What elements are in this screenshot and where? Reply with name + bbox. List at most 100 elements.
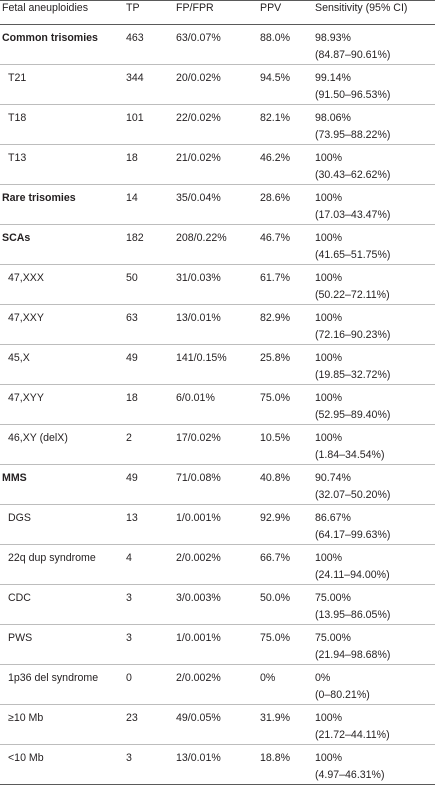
sensitivity-value: 99.14% xyxy=(315,72,351,84)
cell-tp: 18 xyxy=(126,144,176,185)
cell-ppv: 18.8% xyxy=(260,744,315,785)
table-row: 22q dup syndrome 4 2/0.002% 66.7% 100% (24.11… xyxy=(0,544,435,585)
table-row: 46,XY (delX) 2 17/0.02% 10.5% 100% (1.84–34.5… xyxy=(0,424,435,465)
row-label: 46,XY (delX) xyxy=(0,424,126,465)
sensitivity-value: 75.00% xyxy=(315,592,351,604)
table-row: 47,XYY 18 6/0.01% 75.0% 100% (52.95–89.40%) xyxy=(0,384,435,425)
table-row: CDC 3 3/0.003% 50.0% 75.00% (13.95–86.05%) xyxy=(0,584,435,625)
cell-ppv: 94.5% xyxy=(260,64,315,105)
cell-sensitivity: 100% (4.97–46.31%) xyxy=(315,744,435,785)
sensitivity-ci: (91.50–96.53%) xyxy=(315,89,391,101)
sensitivity-value: 98.06% xyxy=(315,112,351,124)
row-label: CDC xyxy=(0,584,126,625)
cell-sensitivity: 100% (17.03–43.47%) xyxy=(315,184,435,225)
sensitivity-value: 100% xyxy=(315,552,343,564)
sensitivity-ci: (32.07–50.20%) xyxy=(315,489,391,501)
row-label: DGS xyxy=(0,504,126,545)
cell-ppv: 66.7% xyxy=(260,544,315,585)
sensitivity-ci: (19.85–32.72%) xyxy=(315,369,391,381)
cell-fp-fpr: 13/0.01% xyxy=(176,304,260,345)
cell-tp: 49 xyxy=(126,344,176,385)
sensitivity-value: 100% xyxy=(315,352,343,364)
sensitivity-ci: (73.95–88.22%) xyxy=(315,129,391,141)
cell-fp-fpr: 208/0.22% xyxy=(176,224,260,265)
cell-fp-fpr: 1/0.001% xyxy=(176,504,260,545)
table-row: T13 18 21/0.02% 46.2% 100% (30.43–62.62%) xyxy=(0,144,435,185)
cell-fp-fpr: 31/0.03% xyxy=(176,264,260,305)
row-label: ≥10 Mb xyxy=(0,704,126,745)
row-label: 47,XXY xyxy=(0,304,126,345)
cell-sensitivity: 86.67% (64.17–99.63%) xyxy=(315,504,435,545)
sensitivity-value: 100% xyxy=(315,192,343,204)
cell-tp: 101 xyxy=(126,104,176,145)
cell-sensitivity: 75.00% (13.95–86.05%) xyxy=(315,584,435,625)
sensitivity-ci: (0–80.21%) xyxy=(315,689,370,701)
cell-sensitivity: 98.06% (73.95–88.22%) xyxy=(315,104,435,145)
table-row: T21 344 20/0.02% 94.5% 99.14% (91.50–96.53%) xyxy=(0,64,435,105)
cell-sensitivity: 99.14% (91.50–96.53%) xyxy=(315,64,435,105)
cell-sensitivity: 75.00% (21.94–98.68%) xyxy=(315,624,435,665)
row-label: <10 Mb xyxy=(0,744,126,785)
cell-sensitivity: 90.74% (32.07–50.20%) xyxy=(315,464,435,505)
row-label: 22q dup syndrome xyxy=(0,544,126,585)
header-sensitivity: Sensitivity (95% CI) xyxy=(315,0,435,25)
header-tp: TP xyxy=(126,0,176,25)
sensitivity-value: 100% xyxy=(315,752,343,764)
cell-fp-fpr: 49/0.05% xyxy=(176,704,260,745)
cell-ppv: 0% xyxy=(260,664,315,705)
cell-sensitivity: 100% (30.43–62.62%) xyxy=(315,144,435,185)
table-row: 47,XXY 63 13/0.01% 82.9% 100% (72.16–90.23%) xyxy=(0,304,435,345)
cell-ppv: 82.1% xyxy=(260,104,315,145)
cell-fp-fpr: 20/0.02% xyxy=(176,64,260,105)
cell-fp-fpr: 3/0.003% xyxy=(176,584,260,625)
cell-sensitivity: 98.93% (84.87–90.61%) xyxy=(315,24,435,65)
cell-ppv: 40.8% xyxy=(260,464,315,505)
cell-ppv: 25.8% xyxy=(260,344,315,385)
sensitivity-ci: (84.87–90.61%) xyxy=(315,49,391,61)
cell-sensitivity: 100% (52.95–89.40%) xyxy=(315,384,435,425)
sensitivity-ci: (21.94–98.68%) xyxy=(315,649,391,661)
sensitivity-value: 100% xyxy=(315,312,343,324)
sensitivity-value: 100% xyxy=(315,712,343,724)
cell-tp: 2 xyxy=(126,424,176,465)
table-row: SCAs 182 208/0.22% 46.7% 100% (41.65–51.75%) xyxy=(0,224,435,265)
cell-ppv: 75.0% xyxy=(260,624,315,665)
cell-tp: 463 xyxy=(126,24,176,65)
cell-fp-fpr: 63/0.07% xyxy=(176,24,260,65)
sensitivity-ci: (24.11–94.00%) xyxy=(315,569,390,581)
cell-fp-fpr: 35/0.04% xyxy=(176,184,260,225)
row-label: Common trisomies xyxy=(0,24,126,65)
cell-fp-fpr: 141/0.15% xyxy=(176,344,260,385)
cell-tp: 344 xyxy=(126,64,176,105)
table-row: MMS 49 71/0.08% 40.8% 90.74% (32.07–50.20%) xyxy=(0,464,435,505)
table-row: Rare trisomies 14 35/0.04% 28.6% 100% (17.03–… xyxy=(0,184,435,225)
cell-fp-fpr: 21/0.02% xyxy=(176,144,260,185)
header-ppv: PPV xyxy=(260,0,315,25)
cell-tp: 49 xyxy=(126,464,176,505)
sensitivity-value: 75.00% xyxy=(315,632,351,644)
row-label: MMS xyxy=(0,464,126,505)
cell-sensitivity: 100% (1.84–34.54%) xyxy=(315,424,435,465)
table-row: PWS 3 1/0.001% 75.0% 75.00% (21.94–98.68%) xyxy=(0,624,435,665)
sensitivity-value: 100% xyxy=(315,432,343,444)
sensitivity-ci: (41.65–51.75%) xyxy=(315,249,391,261)
row-label: T18 xyxy=(0,104,126,145)
row-label: SCAs xyxy=(0,224,126,265)
header-fp-fpr: FP/FPR xyxy=(176,0,260,25)
cell-sensitivity: 100% (21.72–44.11%) xyxy=(315,704,435,745)
row-label: 47,XYY xyxy=(0,384,126,425)
header-row: Fetal aneuploidies TP FP/FPR PPV Sensiti… xyxy=(0,0,435,25)
sensitivity-ci: (30.43–62.62%) xyxy=(315,169,391,181)
cell-sensitivity: 100% (19.85–32.72%) xyxy=(315,344,435,385)
cell-sensitivity: 0% (0–80.21%) xyxy=(315,664,435,705)
sensitivity-value: 100% xyxy=(315,392,343,404)
table-row: ≥10 Mb 23 49/0.05% 31.9% 100% (21.72–44.11%) xyxy=(0,704,435,745)
sensitivity-ci: (52.95–89.40%) xyxy=(315,409,391,421)
cell-ppv: 82.9% xyxy=(260,304,315,345)
row-label: 47,XXX xyxy=(0,264,126,305)
sensitivity-value: 100% xyxy=(315,152,343,164)
sensitivity-ci: (17.03–43.47%) xyxy=(315,209,391,221)
cell-ppv: 92.9% xyxy=(260,504,315,545)
